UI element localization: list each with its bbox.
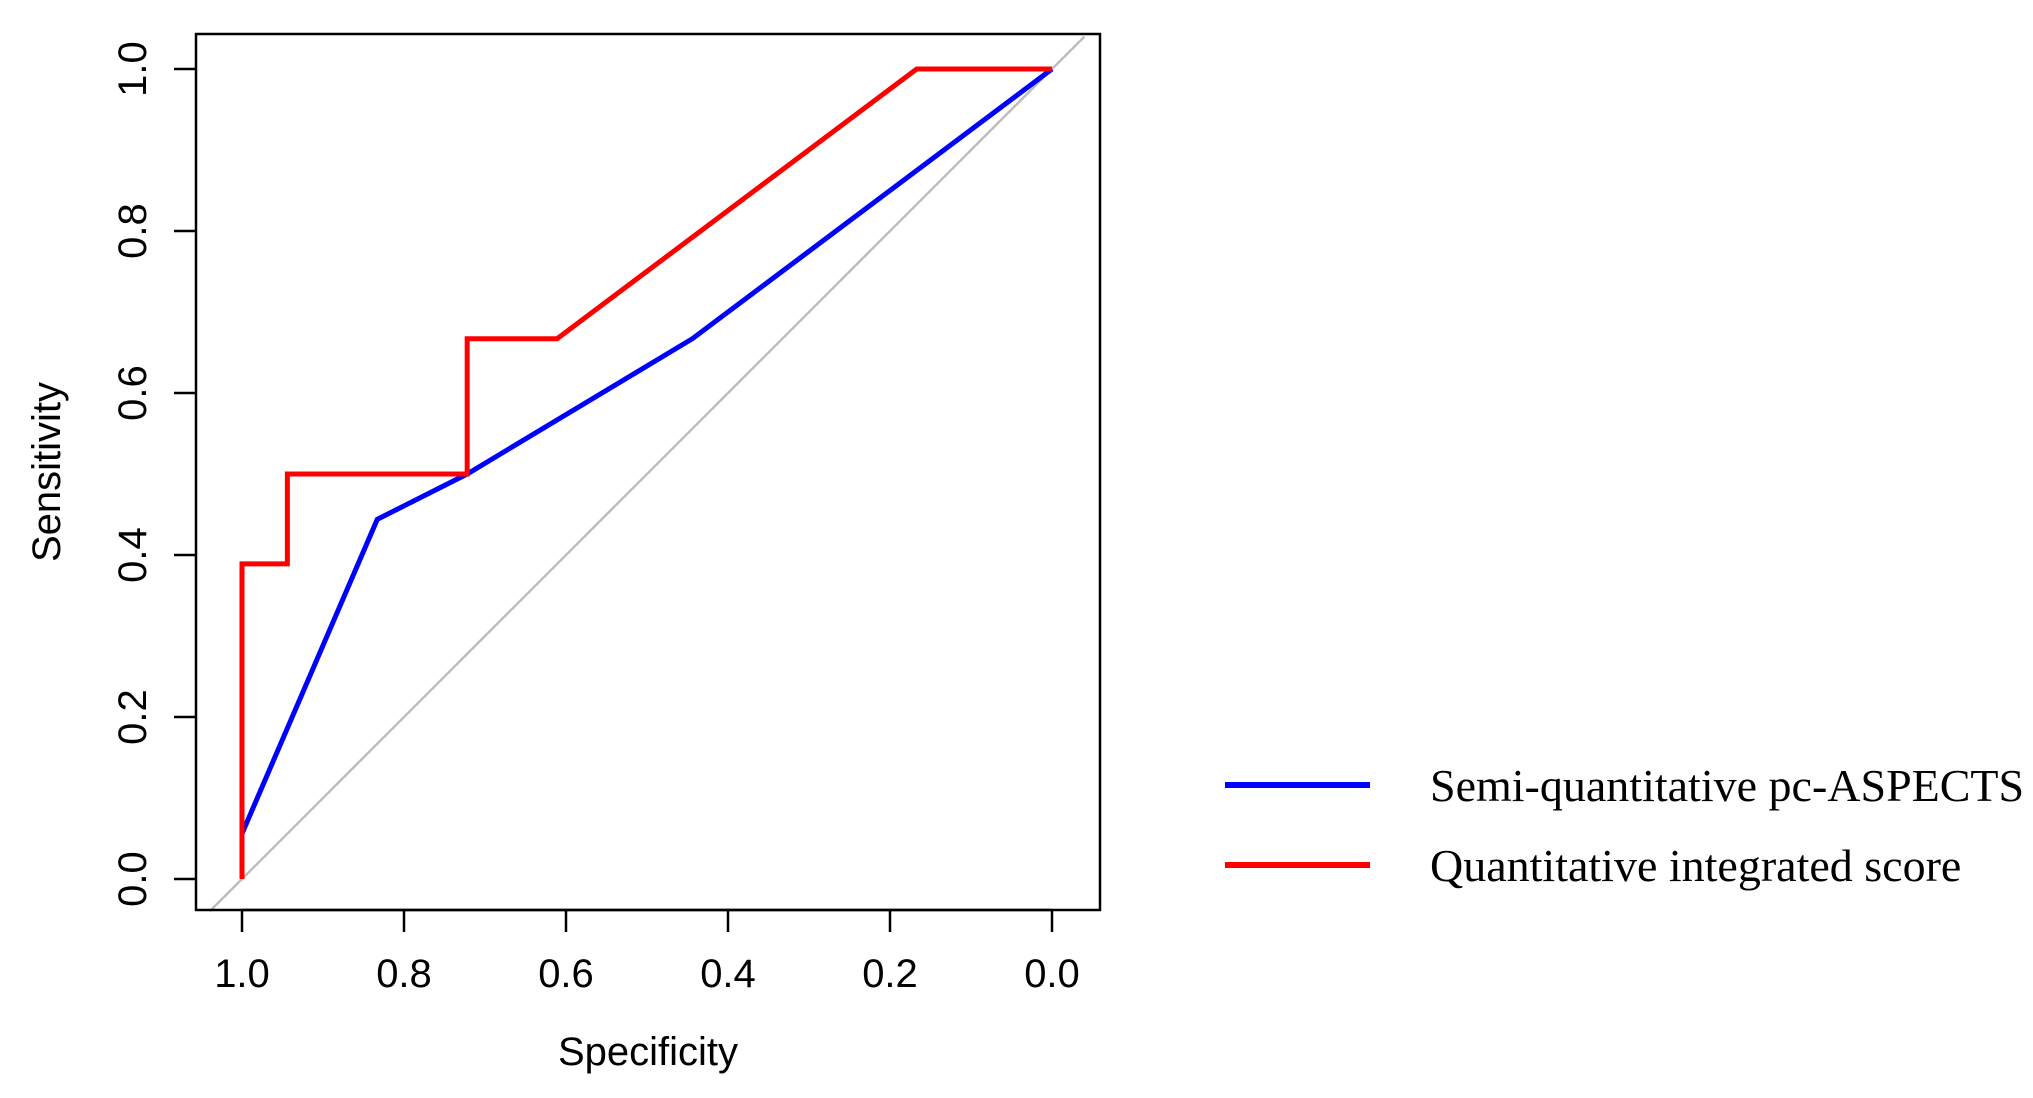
x-tick-label: 0.2 <box>862 952 918 996</box>
legend-label-semi-quantitative: Semi-quantitative pc-ASPECTS <box>1430 760 2024 811</box>
legend-label-quantitative: Quantitative integrated score <box>1430 840 1961 891</box>
y-tick-label: 1.0 <box>111 41 155 97</box>
x-tick-label: 0.4 <box>700 952 756 996</box>
y-axis: 0.0 0.2 0.4 0.6 0.8 1.0 <box>111 41 196 907</box>
x-tick-label: 0.6 <box>538 952 594 996</box>
y-tick-label: 0.2 <box>111 689 155 745</box>
x-tick-label: 0.0 <box>1024 952 1080 996</box>
y-tick-label: 0.0 <box>111 851 155 907</box>
y-tick-label: 0.8 <box>111 203 155 259</box>
x-axis-label: Specificity <box>558 1030 738 1074</box>
reference-diagonal-line <box>208 35 1086 913</box>
x-axis: 1.0 0.8 0.6 0.4 0.2 0.0 <box>214 908 1080 996</box>
legend: Semi-quantitative pc-ASPECTS Quantitativ… <box>1225 760 2024 891</box>
series-line-quantitative <box>239 66 1052 879</box>
series-layer <box>239 66 1054 879</box>
y-tick-label: 0.4 <box>111 527 155 583</box>
reference-diagonal-layer <box>208 35 1086 913</box>
y-tick-label: 0.6 <box>111 365 155 421</box>
x-tick-label: 0.8 <box>376 952 432 996</box>
x-tick-label: 1.0 <box>214 952 270 996</box>
y-axis-label: Sensitivity <box>25 382 69 562</box>
